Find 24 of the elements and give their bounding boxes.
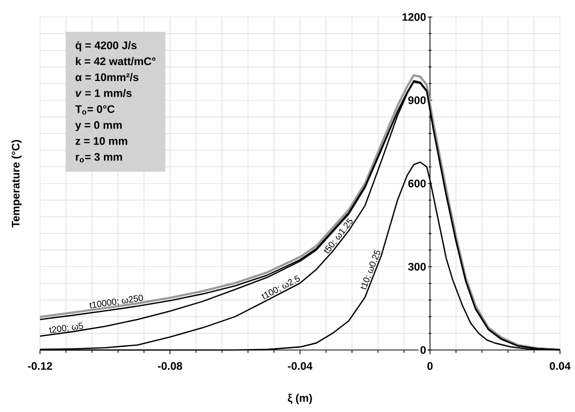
x-tick-label: 0.04 [550,362,571,370]
annotation: y = 0 mm [75,121,122,132]
annotation: α = 10mm²/s [76,73,138,82]
x-tick-label: -0.12 [28,362,52,370]
y-tick-label: 600 [408,180,426,188]
annotation: q̇ = 4200 J/s [76,41,137,52]
y-axis-title: Temperature (°C) [11,140,22,228]
annotation: v = 1 mm/s [76,88,132,98]
y-tick-label: 1200 [402,13,426,21]
annotation: t200; ω5 [49,322,84,334]
annotation: r$_{o}$= 3 mm [76,153,122,162]
annotation: t10000; ω250 [89,294,143,308]
annotation: t10; ω0.25 [360,250,380,290]
annotation: k = 42 watt/mC° [76,57,156,66]
x-axis-title: ξ (m) [288,394,312,404]
annotation: T$_{o}$= 0°C [75,105,115,115]
y-tick-label: 0 [420,346,426,354]
x-tick-label: 0 [427,362,433,370]
annotation: z = 10 mm [76,137,128,145]
x-tick-label: -0.04 [288,362,312,370]
annotation: t100; ω2.5 [262,275,300,300]
x-tick-label: -0.08 [158,362,182,370]
y-tick-label: 300 [408,262,426,271]
y-tick-label: 900 [408,96,426,104]
